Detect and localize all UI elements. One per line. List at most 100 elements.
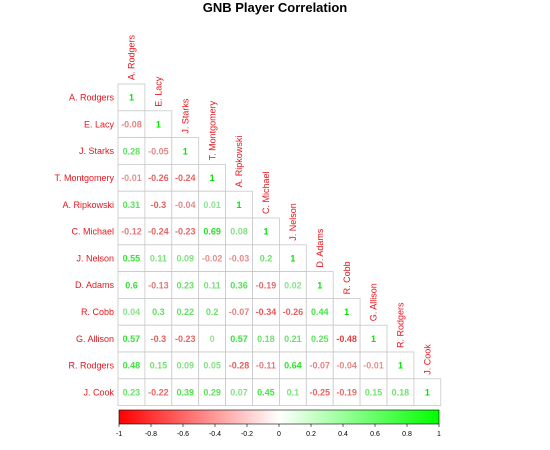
- cell-9-0: [117, 324, 146, 353]
- cell-value: -0.24: [175, 173, 196, 183]
- cell-value: 0.44: [311, 307, 329, 317]
- cell-value: 0.21: [284, 334, 302, 344]
- column-label-r-cobb: R. Cobb: [342, 261, 352, 294]
- cell-value: 1: [398, 361, 403, 371]
- cell-value: 0.57: [123, 334, 141, 344]
- cell-value: 0.45: [257, 388, 275, 398]
- row-label-a-rodgers: A. Rodgers: [69, 93, 115, 103]
- cell-value: 0.09: [176, 254, 194, 264]
- cell-value: -0.19: [336, 388, 357, 398]
- cell-value: 0.31: [123, 200, 141, 210]
- heatmap-cells: 1-0.08 10.28 -0.05 1-0.01 -0.26 -0.24 10.31 -0.…: [117, 83, 442, 406]
- cell-value: 0.07: [230, 388, 248, 398]
- cell-10-0: [117, 351, 146, 380]
- cell-9-8: [332, 324, 361, 353]
- cell-value: 0.1: [287, 388, 300, 398]
- cell-value: 1: [210, 173, 215, 183]
- column-label-j-starks: J. Starks: [180, 98, 190, 134]
- cell-10-3: [198, 351, 226, 380]
- cell-1-1: [144, 110, 173, 139]
- colorbar-tick-label: 0.2: [306, 431, 316, 438]
- cell-value: 0.23: [176, 280, 194, 290]
- cell-value: 0.2: [206, 307, 219, 317]
- cell-6-2: [171, 244, 200, 273]
- cell-value: 0.64: [284, 361, 302, 371]
- cell-value: -0.3: [151, 334, 167, 344]
- cell-value: -0.04: [175, 200, 196, 210]
- cell-value: 0.57: [230, 334, 248, 344]
- cell-7-2: [171, 271, 200, 299]
- cell-value: 1: [183, 146, 188, 156]
- cell-8-7: [305, 297, 334, 326]
- cell-value: -0.23: [175, 334, 196, 344]
- cell-value: -0.04: [336, 361, 357, 371]
- chart-title: GNB Player Correlation: [202, 0, 348, 15]
- cell-value: -0.07: [309, 361, 330, 371]
- cell-10-7: [305, 351, 334, 380]
- cell-value: 0.28: [123, 146, 141, 156]
- cell-value: -0.01: [121, 173, 142, 183]
- cell-8-0: [117, 297, 146, 326]
- cell-value: 1: [425, 388, 430, 398]
- cell-11-4: [225, 378, 253, 406]
- cell-8-4: [225, 297, 253, 326]
- cell-value: 0.36: [230, 280, 248, 290]
- cell-2-2: [171, 137, 200, 165]
- cell-value: 1: [237, 200, 242, 210]
- cell-value: -0.07: [229, 307, 250, 317]
- cell-value: -0.24: [148, 227, 169, 237]
- cell-11-8: [332, 378, 361, 406]
- cell-9-5: [252, 324, 280, 353]
- cell-9-9: [359, 324, 388, 353]
- row-label-r-cobb: R. Cobb: [81, 307, 114, 317]
- cell-11-1: [144, 378, 173, 406]
- cell-11-6: [278, 378, 307, 406]
- row-label-r-rodgers: R. Rodgers: [68, 361, 114, 371]
- row-label-t-montgomery: T. Montgomery: [54, 173, 114, 183]
- row-label-j-cook: J. Cook: [83, 387, 114, 397]
- cell-value: 0.04: [123, 307, 141, 317]
- cell-value: 0.3: [152, 307, 165, 317]
- column-label-r-rodgers: R. Rodgers: [396, 302, 406, 348]
- cell-value: 1: [371, 334, 376, 344]
- cell-10-6: [278, 351, 307, 380]
- cell-3-2: [171, 163, 200, 192]
- cell-value: 0.11: [150, 254, 167, 264]
- cell-10-8: [332, 351, 361, 380]
- row-labels: A. Rodgers E. Lacy J. Starks T. Montgomery A…: [54, 93, 114, 398]
- cell-value: 0.15: [365, 388, 383, 398]
- colorbar-gradient: [118, 409, 440, 425]
- cell-9-2: [171, 324, 200, 353]
- cell-value: 0.08: [230, 227, 248, 237]
- cell-6-6: [278, 244, 307, 273]
- cell-value: 0.25: [311, 334, 329, 344]
- column-label-a-rodgers: A. Rodgers: [127, 34, 137, 80]
- column-label-g-allison: G. Allison: [369, 283, 379, 321]
- cell-value: 0.29: [203, 388, 221, 398]
- cell-value: 1: [317, 280, 322, 290]
- cell-value: -0.23: [175, 227, 196, 237]
- cell-value: 1: [129, 93, 134, 103]
- column-labels: A. Rodgers E. Lacy J. Starks T. Montgomery A…: [127, 34, 433, 374]
- colorbar-tick-label: 1: [437, 431, 441, 438]
- cell-8-5: [252, 297, 280, 326]
- cell-value: 0: [210, 334, 215, 344]
- cell-value: -0.34: [256, 307, 277, 317]
- cell-5-5: [252, 217, 280, 246]
- cell-7-3: [198, 271, 226, 299]
- cell-3-0: [117, 163, 146, 192]
- column-label-c-michael: C. Michael: [261, 171, 271, 214]
- cell-value: 0.18: [257, 334, 275, 344]
- cell-4-4: [225, 190, 253, 219]
- row-label-a-ripkowski: A. Ripkowski: [62, 200, 114, 210]
- row-label-j-starks: J. Starks: [79, 146, 115, 156]
- cell-7-5: [252, 271, 280, 299]
- cell-value: 1: [263, 227, 268, 237]
- cell-value: 0.6: [125, 280, 138, 290]
- row-label-e-lacy: E. Lacy: [84, 119, 115, 129]
- cell-value: 0.69: [203, 227, 221, 237]
- colorbar-tick-label: -0.2: [241, 431, 253, 438]
- cell-value: -0.26: [148, 173, 169, 183]
